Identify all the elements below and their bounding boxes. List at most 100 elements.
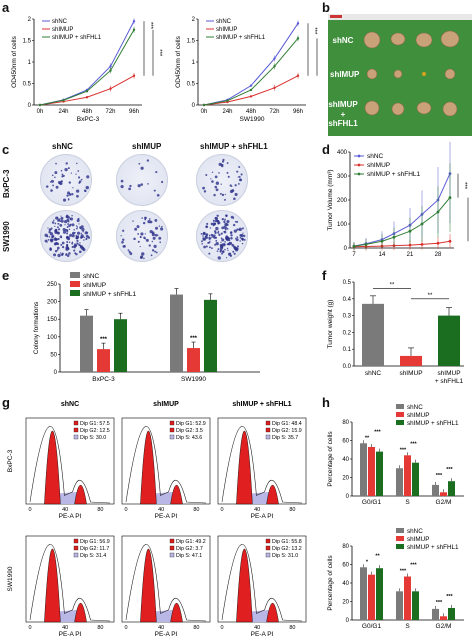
colony xyxy=(67,191,70,195)
colony xyxy=(213,230,217,233)
colony xyxy=(66,225,69,228)
colony xyxy=(221,163,224,167)
x-category-label: shIMUP xyxy=(399,370,422,377)
legend-swatch xyxy=(70,290,80,296)
sig-label: ** xyxy=(365,435,370,441)
y-tick-label: 60 xyxy=(342,563,349,569)
stat-label: Dip G1: 48.4 xyxy=(272,421,302,427)
colony xyxy=(229,189,234,194)
colony xyxy=(214,216,218,220)
growth-chart-0: 0 0.5 1 1.5 2 0h 24h 48h 72h 96h BxPC-3 OD450nm of … xyxy=(11,17,162,123)
colony xyxy=(64,168,68,172)
y-axis-label: Percentage of cells xyxy=(327,555,334,611)
stat-swatch xyxy=(73,538,79,544)
colony xyxy=(68,181,71,184)
g2-peak xyxy=(74,484,87,505)
sig-label: *** xyxy=(400,569,407,575)
photo-label-shnc: shNC xyxy=(332,36,354,45)
colony xyxy=(67,216,71,219)
colony xyxy=(72,231,75,235)
y-axis-label: Colony formations xyxy=(33,301,40,354)
colony xyxy=(67,199,70,201)
y-tick-label: 200 xyxy=(47,300,58,306)
stat-label: Dip S: 47.1 xyxy=(176,553,202,559)
colony xyxy=(220,183,222,185)
legend-label: shIMUP + shFHL1 xyxy=(83,291,137,298)
colony-row-bxpc3: BxPC-3 xyxy=(2,169,11,198)
bar xyxy=(440,492,447,496)
colony xyxy=(234,192,238,196)
colony xyxy=(201,240,203,243)
x-tick-label: 0 xyxy=(124,507,127,513)
legend-label: shNC xyxy=(52,19,68,25)
sig-label: *** xyxy=(446,467,453,473)
colony xyxy=(71,214,73,217)
bar xyxy=(404,455,411,496)
colony xyxy=(61,173,64,176)
colony xyxy=(240,179,242,181)
y-tick-label: 100 xyxy=(47,335,58,341)
stat-swatch xyxy=(73,545,79,551)
sig-label: *** xyxy=(147,22,153,30)
colony xyxy=(54,171,58,175)
x-tick-label: 40 xyxy=(62,507,68,513)
colony xyxy=(241,227,244,230)
colony xyxy=(74,252,77,255)
colony xyxy=(217,256,221,260)
colony xyxy=(238,175,241,178)
colony xyxy=(60,243,63,246)
y-tick-label: 0.3 xyxy=(343,314,352,320)
colony xyxy=(87,236,91,239)
sig-label: *** xyxy=(100,337,108,343)
sig-label: *** xyxy=(461,182,467,190)
colony xyxy=(75,227,78,230)
x-tick-label: 0 xyxy=(28,507,31,513)
colony xyxy=(234,184,237,187)
g2-peak xyxy=(170,602,183,623)
colony xyxy=(57,228,61,231)
colony xyxy=(154,226,159,230)
colony xyxy=(85,185,89,190)
colony-row-sw1990: SW1990 xyxy=(2,221,11,252)
colony xyxy=(232,223,236,227)
stat-label: Dip G2: 12.5 xyxy=(80,428,110,434)
panel-a-growth-curves: 0 0.5 1 1.5 2 0h 24h 48h 72h 96h BxPC-3 OD450nm of … xyxy=(11,17,318,123)
g2-peak xyxy=(266,484,279,505)
y-tick-label: 1.5 xyxy=(187,39,196,45)
dish-bxpc3-shimup xyxy=(116,154,168,206)
colony xyxy=(68,228,71,231)
legend-swatch xyxy=(396,412,404,417)
y-axis-label: Tumor Volume (mm³) xyxy=(327,169,334,230)
colony xyxy=(66,232,69,235)
x-tick-label: 40 xyxy=(62,625,68,631)
colony xyxy=(57,218,61,222)
colony xyxy=(50,189,53,192)
colony xyxy=(230,234,233,237)
colony xyxy=(226,171,229,174)
colony xyxy=(203,190,207,193)
colony xyxy=(57,246,60,250)
dish-bxpc3-shnc xyxy=(40,154,92,206)
y-tick-label: 0.2 xyxy=(343,330,352,336)
colony xyxy=(67,223,70,225)
data-point xyxy=(249,95,253,98)
colony xyxy=(127,249,130,252)
sig-label: *** xyxy=(471,216,474,224)
x-tick-label: 40 xyxy=(158,507,164,513)
legend-marker xyxy=(357,154,361,158)
stat-label: Dip G2: 13.2 xyxy=(272,546,302,552)
legend-label: shIMUP + shFHL1 xyxy=(367,171,421,178)
colony xyxy=(134,227,138,231)
photo-label-shimup-shfhl1-a: shIMUP xyxy=(328,100,358,109)
panel-label-a: a xyxy=(2,0,10,15)
panel-g-cell-cycle-histograms: shNC shIMUP shIMUP + shFHL1 BxPC-3 SW1990 0 40… xyxy=(7,401,307,638)
colony xyxy=(216,219,220,223)
colony xyxy=(219,250,222,253)
colony xyxy=(49,247,52,250)
colony xyxy=(159,241,162,244)
colony xyxy=(60,236,63,239)
y-axis-label: Percentage of cells xyxy=(327,431,334,487)
stat-swatch xyxy=(169,552,175,558)
colony xyxy=(221,193,225,197)
bar xyxy=(97,349,110,372)
